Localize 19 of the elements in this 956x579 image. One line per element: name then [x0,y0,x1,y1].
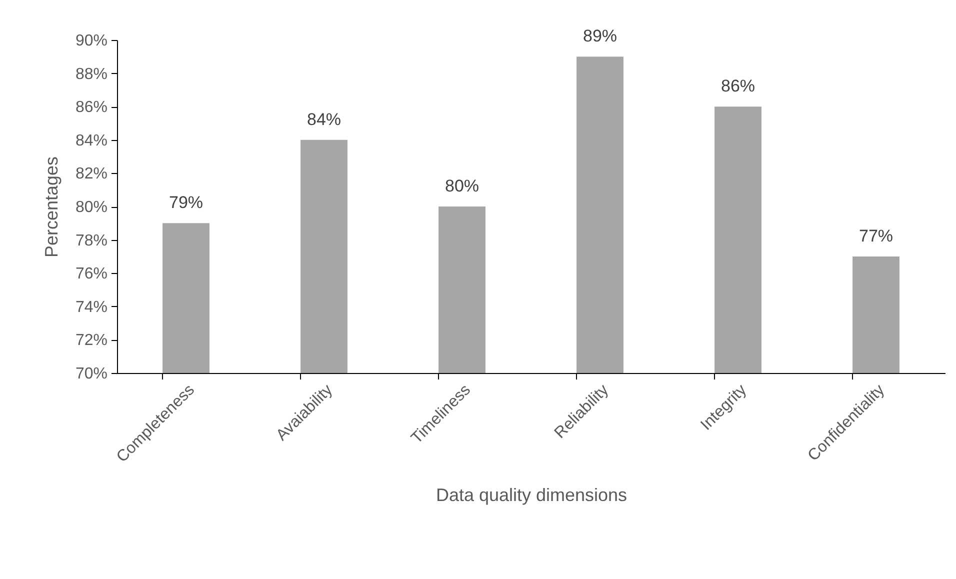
data-label: 77% [858,226,894,246]
y-tick-label: 86% [75,99,108,116]
y-tick-label: 82% [75,166,108,183]
y-tick-label: 88% [75,66,108,83]
data-label: 79% [168,193,204,212]
y-tick-label: 74% [75,298,108,316]
y-tick-label: 72% [75,332,108,350]
data-label: 86% [720,76,756,96]
x-axis-title: Data quality dimensions [436,485,628,506]
y-tick-label: 90% [75,32,108,50]
y-axis-title: Percentages [41,156,62,258]
data-label: 80% [444,176,480,196]
data-label: 84% [306,110,342,129]
y-tick-label: 84% [75,132,108,150]
y-tick-label: 78% [75,232,108,250]
data-label: 89% [582,26,618,46]
y-tick-label: 76% [75,266,108,283]
y-tick-label: 70% [75,366,108,382]
y-tick-label: 80% [75,199,108,216]
